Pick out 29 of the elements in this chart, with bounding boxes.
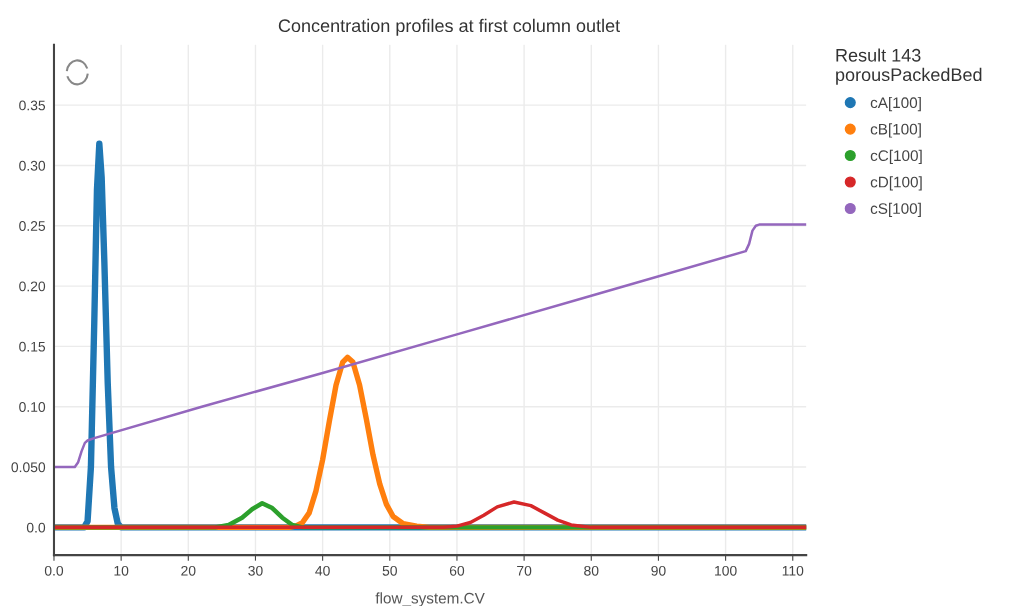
y-tick-label: 0.15 — [19, 341, 46, 352]
legend-label: cB[100] — [870, 123, 921, 138]
y-tick-label: 0.30 — [19, 160, 46, 171]
y-tick-label: 0.20 — [19, 281, 46, 292]
x-tick-label: 0.0 — [44, 565, 64, 576]
y-tick-label: 0.10 — [19, 402, 46, 412]
legend-title: Result 143 porousPackedBed — [836, 48, 982, 85]
y-tick-label: 0.35 — [19, 100, 46, 111]
x-tick-label: 110 — [782, 565, 804, 576]
legend-label: cD[100] — [870, 176, 922, 191]
x-tick-label: 30 — [248, 565, 263, 576]
x-tick-label: 80 — [584, 565, 599, 576]
line-series — [53, 223, 807, 469]
y-tick-label: 0.050 — [11, 462, 46, 473]
y-tick-label: 0.25 — [19, 221, 46, 231]
x-tick-label: 60 — [449, 565, 465, 576]
x-tick-label: 10 — [114, 565, 129, 576]
legend-label: cA[100] — [870, 96, 921, 112]
legend-label: cC[100] — [870, 149, 922, 165]
chart-title: Concentration profiles at first column outlet — [278, 18, 620, 36]
legend-label: cS[100] — [870, 202, 921, 217]
x-tick-label: 70 — [517, 565, 532, 576]
x-tick-label: 40 — [315, 565, 330, 576]
x-tick-label: 20 — [181, 565, 196, 576]
x-tick-label: 90 — [651, 565, 666, 576]
x-tick-label: 50 — [382, 565, 397, 576]
x-axis-title: flow_system.CV — [375, 592, 485, 606]
x-tick-label: 100 — [715, 565, 737, 576]
y-tick-label: 0.0 — [26, 522, 46, 533]
